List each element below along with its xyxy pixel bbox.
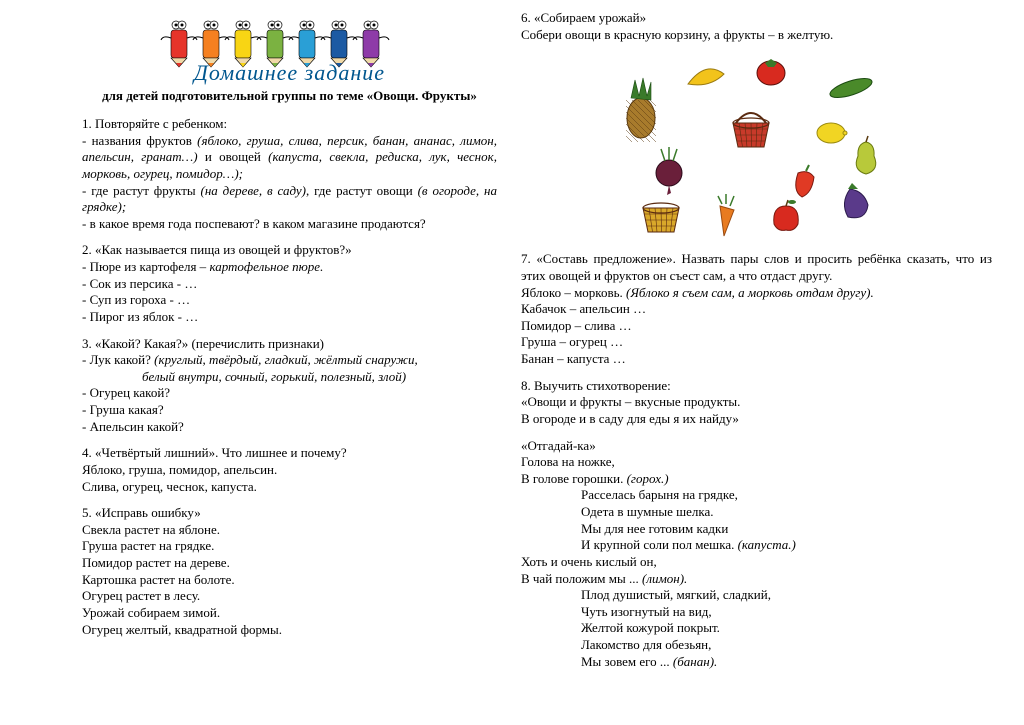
riddle-4a: Плод душистый, мягкий, сладкий, (521, 587, 992, 604)
left-column: Домашнее задание для детей подготовитель… (70, 10, 509, 715)
task-2-line1: - Пюре из картофеля – картофельное пюре. (82, 259, 497, 276)
riddle-2c: Мы для нее готовим кадки (521, 521, 992, 538)
task-5-title: 5. «Исправь ошибку» (82, 505, 497, 522)
task-4-line2: Слива, огурец, чеснок, капуста. (82, 479, 497, 496)
task-7-line3: Кабачок – апельсин … (521, 301, 992, 318)
task-3-line1: - Лук какой? (круглый, твёрдый, гладкий,… (82, 352, 497, 369)
task-5-line4: Картошка растет на болоте. (82, 572, 497, 589)
fruits-illustration (611, 53, 901, 243)
riddle-4d: Лакомство для обезьян, (521, 637, 992, 654)
task-4: 4. «Четвёртый лишний». Что лишнее и поче… (82, 445, 497, 495)
riddle-2d: И крупной соли пол мешка. (капуста.) (521, 537, 992, 554)
task-1-line3: - в какое время года поспевают? в каком … (82, 216, 497, 233)
task-1-line1: - названия фруктов (яблоко, груша, слива… (82, 133, 497, 183)
riddle-4b: Чуть изогнутый на вид, (521, 604, 992, 621)
task-1: 1. Повторяйте с ребенком: - названия фру… (82, 116, 497, 232)
riddle-4c: Желтой кожурой покрыт. (521, 620, 992, 637)
task-6: 6. «Собираем урожай» Собери овощи в крас… (521, 10, 992, 43)
task-3-line4: - Апельсин какой? (82, 419, 497, 436)
task-2: 2. «Как называется пища из овощей и фрук… (82, 242, 497, 325)
task-3-title: 3. «Какой? Какая?» (перечислить признаки… (82, 336, 497, 353)
task-2-title: 2. «Как называется пища из овощей и фрук… (82, 242, 497, 259)
task-7-line5: Груша – огурец … (521, 334, 992, 351)
subtitle: для детей подготовительной группы по тем… (82, 88, 497, 104)
task-2-line3: - Суп из гороха - … (82, 292, 497, 309)
task-6-line1: Собери овощи в красную корзину, а фрукты… (521, 27, 992, 44)
riddle-3a: Хоть и очень кислый он, (521, 554, 992, 571)
task-2-line2: - Сок из персика - … (82, 276, 497, 293)
task-7-line2: Яблоко – морковь. (Яблоко я съем сам, а … (521, 285, 992, 302)
task-8-line2: В огороде и в саду для еды я их найду» (521, 411, 992, 428)
task-7-line6: Банан – капуста … (521, 351, 992, 368)
riddle-title: «Отгадай-ка» (521, 438, 992, 455)
task-6-title: 6. «Собираем урожай» (521, 10, 992, 27)
task-8-line1: «Овощи и фрукты – вкусные продукты. (521, 394, 992, 411)
riddle-1a: Голова на ножке, (521, 454, 992, 471)
task-8: 8. Выучить стихотворение: «Овощи и фрукт… (521, 378, 992, 671)
riddle-1b: В голове горошки. (горох.) (521, 471, 992, 488)
task-4-line1: Яблоко, груша, помидор, апельсин. (82, 462, 497, 479)
task-7-line1: 7. «Составь предложение». Назвать пары с… (521, 251, 992, 284)
task-1-intro: 1. Повторяйте с ребенком: (82, 116, 497, 133)
riddle-2a: Расселась барыня на грядке, (521, 487, 992, 504)
right-column: 6. «Собираем урожай» Собери овощи в крас… (509, 10, 1004, 715)
task-2-line4: - Пирог из яблок - … (82, 309, 497, 326)
task-7: 7. «Составь предложение». Назвать пары с… (521, 251, 992, 367)
task-5-line6: Урожай собираем зимой. (82, 605, 497, 622)
task-5: 5. «Исправь ошибку» Свекла растет на ябл… (82, 505, 497, 638)
task-3-line3: - Груша какая? (82, 402, 497, 419)
task-7-line4: Помидор – слива … (521, 318, 992, 335)
riddle-4e: Мы зовем его ... (банан). (521, 654, 992, 671)
task-1-line2: - где растут фрукты (на дереве, в саду),… (82, 183, 497, 216)
riddle-2b: Одета в шумные шелка. (521, 504, 992, 521)
script-title: Домашнее задание (82, 60, 497, 86)
task-4-title: 4. «Четвёртый лишний». Что лишнее и поче… (82, 445, 497, 462)
task-5-line5: Огурец растет в лесу. (82, 588, 497, 605)
task-8-title: 8. Выучить стихотворение: (521, 378, 992, 395)
task-3-line2: - Огурец какой? (82, 385, 497, 402)
task-5-line7: Огурец желтый, квадратной формы. (82, 622, 497, 639)
riddle-3b: В чай положим мы ... (лимон). (521, 571, 992, 588)
task-3-line1b: белый внутри, сочный, горький, полезный,… (82, 369, 497, 386)
task-5-line3: Помидор растет на дереве. (82, 555, 497, 572)
task-5-line2: Груша растет на грядке. (82, 538, 497, 555)
task-3: 3. «Какой? Какая?» (перечислить признаки… (82, 336, 497, 436)
task-5-line1: Свекла растет на яблоне. (82, 522, 497, 539)
